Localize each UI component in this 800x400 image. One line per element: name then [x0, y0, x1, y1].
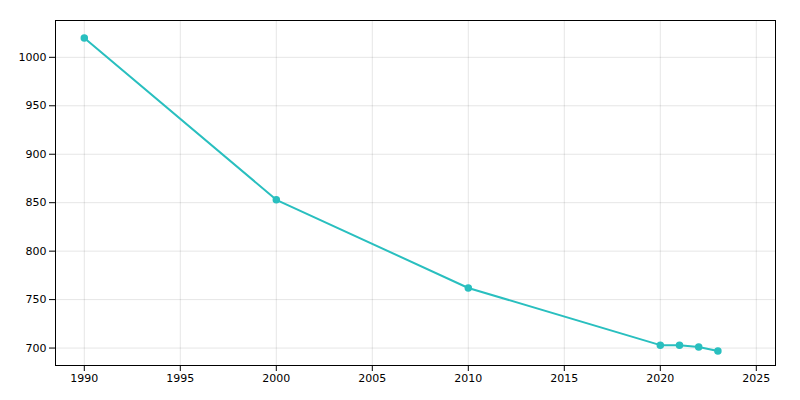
svg-text:750: 750 — [26, 293, 47, 306]
svg-text:1995: 1995 — [166, 372, 194, 385]
svg-text:2000: 2000 — [262, 372, 290, 385]
svg-text:2020: 2020 — [646, 372, 674, 385]
svg-text:850: 850 — [26, 196, 47, 209]
svg-text:2025: 2025 — [742, 372, 770, 385]
svg-text:700: 700 — [26, 342, 47, 355]
svg-text:2010: 2010 — [454, 372, 482, 385]
svg-text:2015: 2015 — [550, 372, 578, 385]
svg-text:800: 800 — [26, 245, 47, 258]
svg-text:1990: 1990 — [70, 372, 98, 385]
svg-text:2005: 2005 — [358, 372, 386, 385]
svg-text:900: 900 — [26, 148, 47, 161]
svg-text:950: 950 — [26, 99, 47, 112]
svg-text:1000: 1000 — [19, 51, 47, 64]
